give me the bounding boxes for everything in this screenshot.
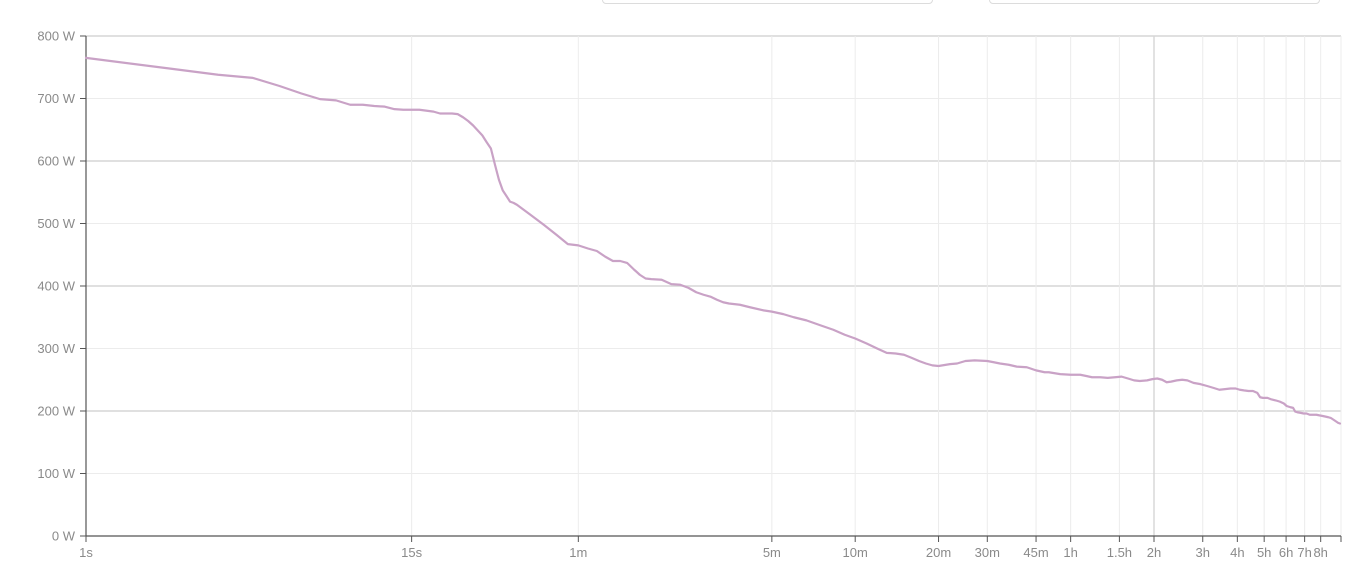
x-tick-label: 15s <box>401 545 422 560</box>
x-tick-label: 5h <box>1257 545 1271 560</box>
x-tick-label: 7h <box>1297 545 1311 560</box>
x-tick-label: 3h <box>1196 545 1210 560</box>
y-tick-label: 800 W <box>37 29 75 44</box>
y-tick-label: 0 W <box>52 529 76 544</box>
grid <box>86 35 1342 536</box>
x-tick-label: 8h <box>1313 545 1327 560</box>
y-tick-label: 700 W <box>37 91 75 106</box>
x-tick-label: 6h <box>1279 545 1293 560</box>
x-tick-label: 10m <box>843 545 868 560</box>
y-tick-label: 200 W <box>37 404 75 419</box>
x-tick-label: 2h <box>1147 545 1161 560</box>
y-tick-label: 300 W <box>37 341 75 356</box>
series-line <box>84 56 1342 425</box>
x-tick-label: 1h <box>1063 545 1077 560</box>
x-tick-label: 4h <box>1230 545 1244 560</box>
y-tick-label: 600 W <box>37 154 75 169</box>
series-layer <box>84 56 1342 425</box>
y-tick-label: 500 W <box>37 216 75 231</box>
x-tick-label: 20m <box>926 545 951 560</box>
x-tick-label: 5m <box>763 545 781 560</box>
tick-labels: 0 W 100 W 200 W 300 W 400 W 500 W 600 W 700 W 80… <box>37 29 1328 561</box>
x-tick-label: 45m <box>1023 545 1048 560</box>
x-tick-label: 1.5h <box>1107 545 1132 560</box>
y-tick-label: 400 W <box>37 279 75 294</box>
x-tick-label: 1s <box>79 545 93 560</box>
x-tick-label: 1m <box>569 545 587 560</box>
x-tick-label: 30m <box>975 545 1000 560</box>
y-tick-label: 100 W <box>37 466 75 481</box>
axes <box>80 35 1342 542</box>
